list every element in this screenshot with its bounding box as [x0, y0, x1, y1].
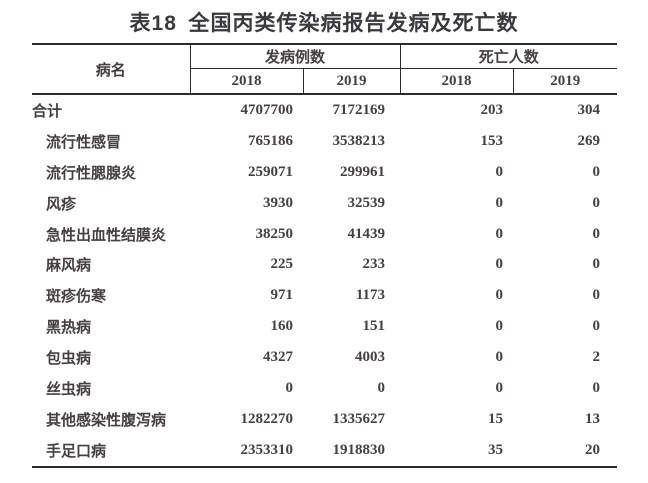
deaths-2019-cell: 0 — [592, 225, 601, 242]
disease-name-cell: 丝虫病 — [46, 381, 92, 398]
cases-2019-cell: 3538213 — [332, 132, 386, 149]
deaths-2018-cell: 0 — [495, 163, 504, 180]
disease-name-cell: 黑热病 — [46, 320, 92, 337]
deaths-2019-cell: 0 — [592, 379, 601, 396]
column-header-deaths-2019: 2019 — [513, 68, 618, 95]
disease-name-cell: 风疹 — [46, 196, 77, 213]
table-row: 急性出血性结膜炎 38250 41439 0 0 — [32, 219, 617, 250]
deaths-2018-cell: 15 — [488, 410, 504, 427]
disease-name-cell: 手足口病 — [46, 443, 107, 460]
cases-2018-cell: 259071 — [248, 163, 293, 180]
cases-2019-cell: 1918830 — [332, 441, 386, 458]
cases-2019-cell: 151 — [362, 318, 386, 335]
column-group-cases: 发病例数 — [190, 44, 401, 69]
deaths-2018-cell: 0 — [495, 379, 504, 396]
column-header-deaths-2018: 2018 — [400, 68, 514, 95]
cases-2019-cell: 4003 — [355, 349, 386, 366]
cases-2019-cell: 0 — [377, 379, 386, 396]
disease-name-cell: 急性出血性结膜炎 — [46, 227, 167, 244]
cases-2019-cell: 299961 — [340, 163, 386, 180]
cases-2018-cell: 971 — [270, 287, 294, 304]
table-title-text: 全国丙类传染病报告发病及死亡数 — [188, 12, 519, 35]
table-row: 黑热病 160 151 0 0 — [32, 311, 617, 342]
disease-name-cell: 麻风病 — [46, 258, 92, 275]
deaths-2018-cell: 0 — [495, 225, 504, 242]
column-header-cases-2019: 2019 — [303, 68, 401, 95]
table-title: 表18 全国丙类传染病报告发病及死亡数 — [0, 7, 648, 37]
column-header-cases-2018: 2018 — [190, 68, 304, 95]
disease-name-cell: 斑疹伤寒 — [46, 289, 107, 306]
cases-2019-cell: 1335627 — [332, 410, 386, 427]
deaths-2019-cell: 0 — [592, 287, 601, 304]
cases-2018-cell: 225 — [270, 256, 294, 273]
deaths-2018-cell: 153 — [480, 132, 504, 149]
table-row: 斑疹伤寒 971 1173 0 0 — [32, 280, 617, 311]
deaths-2019-cell: 2 — [592, 349, 601, 366]
table-number: 表18 — [129, 12, 177, 35]
deaths-2018-cell: 0 — [495, 287, 504, 304]
cases-2019-cell: 233 — [362, 256, 386, 273]
cases-2018-cell: 0 — [285, 379, 294, 396]
cases-2019-cell: 41439 — [347, 225, 386, 242]
cases-2019-cell: 1173 — [355, 287, 386, 304]
cases-2018-cell: 4327 — [263, 349, 293, 366]
deaths-2019-cell: 13 — [585, 410, 601, 427]
disease-name-cell: 包虫病 — [46, 351, 92, 368]
deaths-2018-cell: 0 — [495, 349, 504, 366]
deaths-2019-cell: 0 — [592, 194, 601, 211]
table-row: 包虫病 4327 4003 0 2 — [32, 342, 617, 373]
table-row: 合计 4707700 7172169 203 304 — [32, 94, 617, 126]
deaths-2018-cell: 0 — [495, 194, 504, 211]
column-group-deaths: 死亡人数 — [400, 44, 618, 69]
deaths-2019-cell: 0 — [592, 256, 601, 273]
cases-2019-cell: 32539 — [347, 194, 386, 211]
disease-name-cell: 合计 — [32, 103, 63, 120]
table-row: 风疹 3930 32539 0 0 — [32, 188, 617, 219]
column-header-disease-name: 病名 — [32, 44, 191, 95]
cases-2018-cell: 160 — [270, 318, 294, 335]
table-row: 流行性感冒 765186 3538213 153 269 — [32, 126, 617, 157]
cases-2018-cell: 2353310 — [240, 441, 294, 458]
deaths-2018-cell: 203 — [480, 101, 504, 118]
deaths-2019-cell: 304 — [577, 101, 601, 118]
table-row: 麻风病 225 233 0 0 — [32, 249, 617, 280]
disease-statistics-table: 病名 发病例数 死亡人数 2018 2019 2018 2019 合计 47077… — [32, 43, 618, 468]
disease-name-cell: 其他感染性腹泻病 — [46, 412, 167, 429]
cases-2018-cell: 3930 — [263, 194, 293, 211]
deaths-2019-cell: 20 — [585, 441, 601, 458]
deaths-2018-cell: 0 — [495, 256, 504, 273]
disease-name-cell: 流行性腮腺炎 — [46, 165, 137, 182]
table-row: 丝虫病 0 0 0 0 — [32, 373, 617, 404]
cases-2018-cell: 1282270 — [240, 410, 294, 427]
disease-name-cell: 流行性感冒 — [46, 134, 122, 151]
table-row: 流行性腮腺炎 259071 299961 0 0 — [32, 157, 617, 188]
deaths-2018-cell: 0 — [495, 318, 504, 335]
deaths-2018-cell: 35 — [488, 441, 504, 458]
cases-2018-cell: 765186 — [248, 132, 293, 149]
deaths-2019-cell: 269 — [577, 132, 601, 149]
deaths-2019-cell: 0 — [592, 318, 601, 335]
table-header: 病名 发病例数 死亡人数 2018 2019 2018 2019 — [32, 44, 618, 95]
cases-2019-cell: 7172169 — [332, 101, 386, 118]
table-body: 合计 4707700 7172169 203 304 流行性感冒 765186 3538213… — [32, 94, 617, 467]
cases-2018-cell: 4707700 — [240, 101, 294, 118]
deaths-2019-cell: 0 — [592, 163, 601, 180]
table-row: 手足口病 2353310 1918830 35 20 — [32, 435, 617, 467]
table-row: 其他感染性腹泻病 1282270 1335627 15 13 — [32, 404, 617, 435]
cases-2018-cell: 38250 — [255, 225, 294, 242]
